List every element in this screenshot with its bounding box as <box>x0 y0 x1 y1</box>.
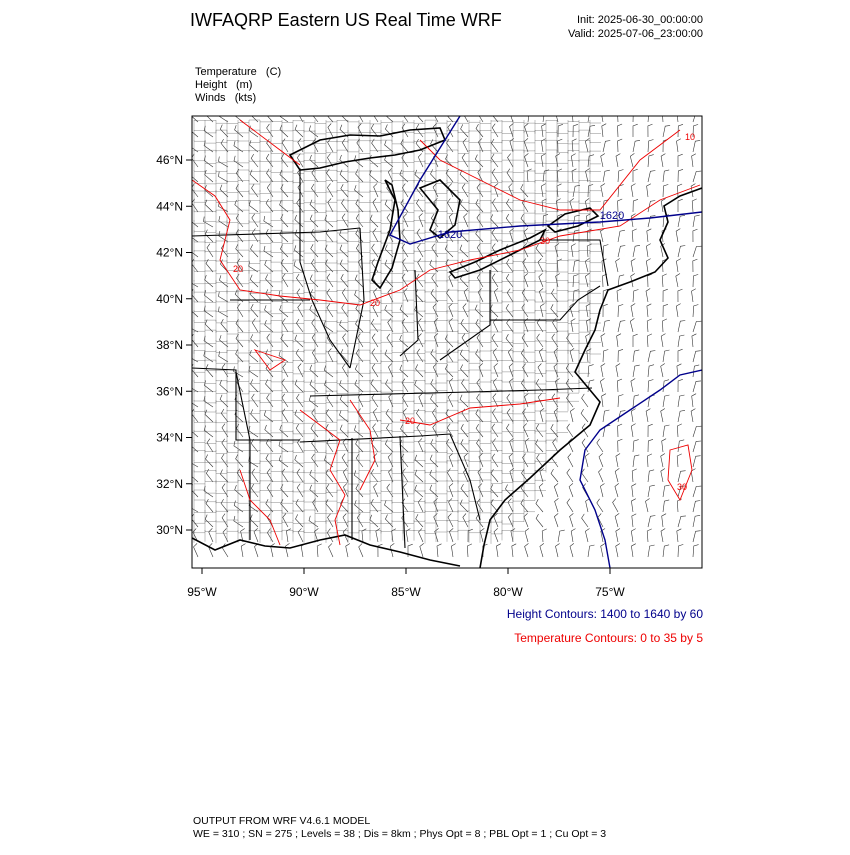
lat-label: 46°N <box>156 153 183 167</box>
footer-model: OUTPUT FROM WRF V4.6.1 MODEL <box>193 815 370 827</box>
lat-label: 38°N <box>156 338 183 352</box>
temperature-contour-label: 20 <box>405 416 415 426</box>
state-borders <box>192 170 609 549</box>
county-mesh <box>193 119 601 544</box>
lat-label: 42°N <box>156 246 183 260</box>
lon-label: 80°W <box>493 585 523 599</box>
temperature-contour-label: 20 <box>233 264 243 274</box>
contour-labels: 1620 1620 10 20 20 30 20 30 <box>233 132 695 492</box>
temperature-contour-label: 30 <box>677 482 687 492</box>
height-legend: Height Contours: 1400 to 1640 by 60 <box>507 607 703 621</box>
height-contours <box>389 116 702 568</box>
title: IWFAQRP Eastern US Real Time WRF <box>190 10 502 30</box>
height-contour-label: 1620 <box>438 229 462 241</box>
lat-label: 32°N <box>156 477 183 491</box>
temperature-contour-label: 30 <box>540 236 550 246</box>
lon-label: 90°W <box>289 585 319 599</box>
field-label: Winds (kts) <box>195 92 256 104</box>
footer-settings: WE = 310 ; SN = 275 ; Levels = 38 ; Dis … <box>193 828 606 840</box>
temperature-contour-label: 20 <box>370 298 380 308</box>
field-label: Height (m) <box>195 79 252 91</box>
temperature-contour-label: 10 <box>685 132 695 142</box>
county-borders <box>193 119 601 544</box>
lon-label: 85°W <box>391 585 421 599</box>
axis-ticks: 46°N 44°N 42°N 40°N 38°N 36°N 34°N 32°N 30°N 95°W… <box>156 153 625 599</box>
field-label: Temperature (C) <box>195 66 281 78</box>
valid-time: Valid: 2025-07-06_23:00:00 <box>568 28 703 40</box>
lat-label: 40°N <box>156 292 183 306</box>
temperature-legend: Temperature Contours: 0 to 35 by 5 <box>514 631 703 645</box>
lat-label: 34°N <box>156 431 183 445</box>
coastlines <box>192 127 702 568</box>
lat-label: 44°N <box>156 199 183 213</box>
lat-label: 30°N <box>156 523 183 537</box>
temperature-contours <box>192 119 701 546</box>
lon-label: 75°W <box>595 585 625 599</box>
map-frame <box>191 115 703 569</box>
height-contour-label: 1620 <box>600 210 624 222</box>
map: 1620 1620 10 20 20 30 20 30 <box>192 116 702 568</box>
init-time: Init: 2025-06-30_00:00:00 <box>577 14 703 26</box>
lon-label: 95°W <box>187 585 217 599</box>
lat-label: 36°N <box>156 384 183 398</box>
